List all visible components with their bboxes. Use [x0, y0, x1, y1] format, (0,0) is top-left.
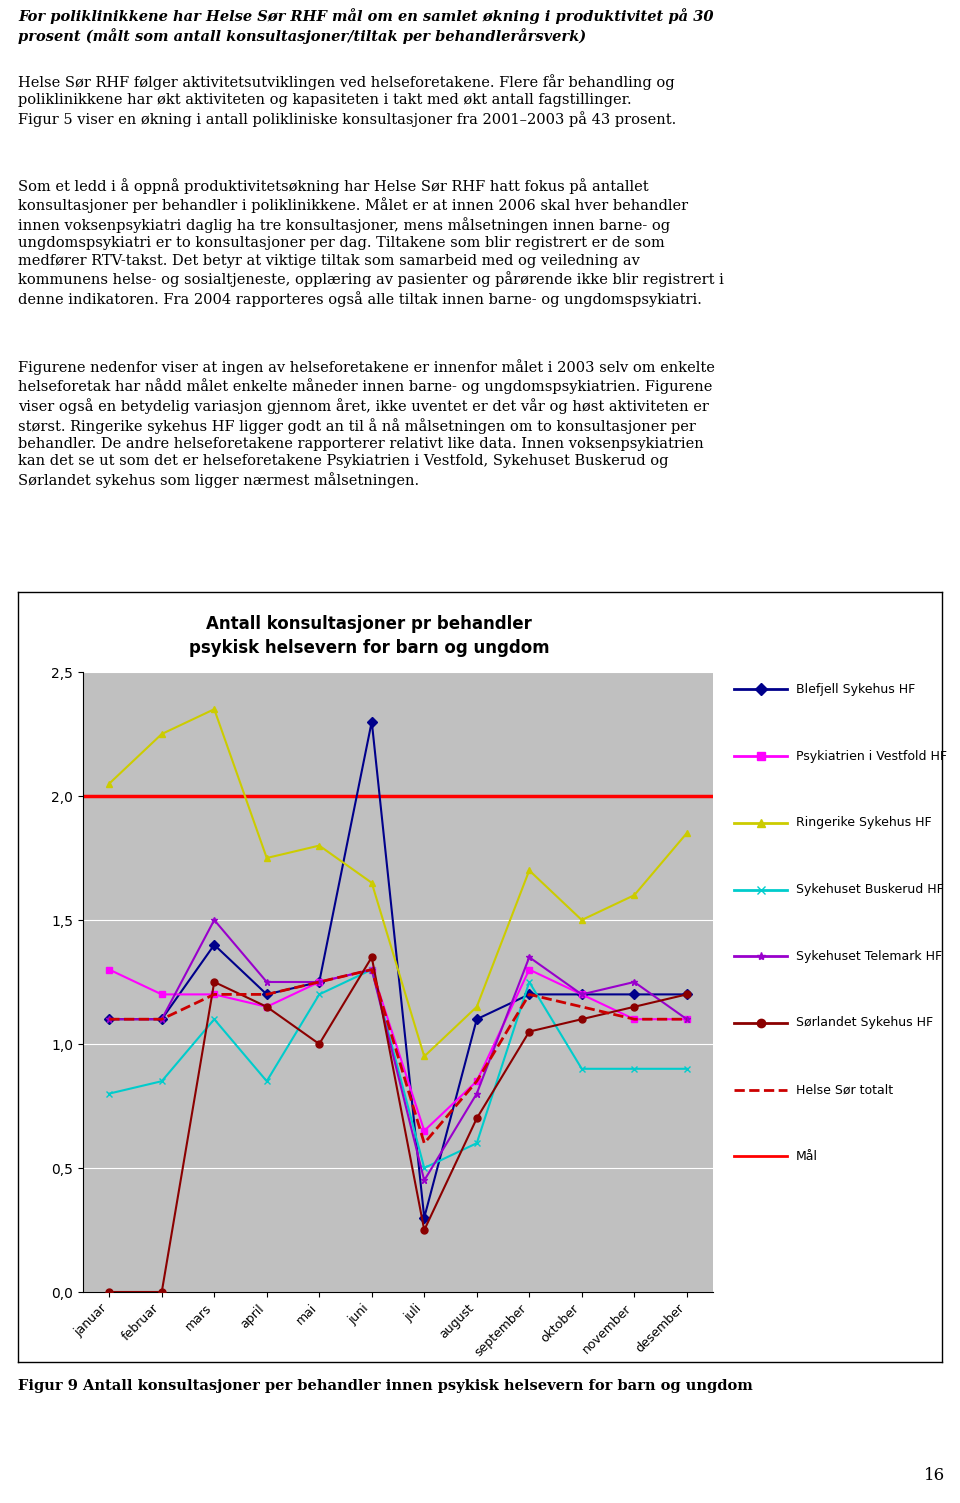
Text: Sykehuset Telemark HF: Sykehuset Telemark HF	[796, 950, 942, 963]
Text: Figur 9 Antall konsultasjoner per behandler innen psykisk helsevern for barn og : Figur 9 Antall konsultasjoner per behand…	[18, 1378, 753, 1393]
Text: Som et ledd i å oppnå produktivitetsøkning har Helse Sør RHF hatt fokus på antal: Som et ledd i å oppnå produktivitetsøkni…	[18, 177, 724, 307]
Text: For poliklinikkene har Helse Sør RHF mål om en samlet økning i produktivitet på : For poliklinikkene har Helse Sør RHF mål…	[18, 8, 713, 44]
Text: Sørlandet Sykehus HF: Sørlandet Sykehus HF	[796, 1016, 933, 1030]
Text: Mål: Mål	[796, 1150, 818, 1163]
Text: Figurene nedenfor viser at ingen av helseforetakene er innenfor målet i 2003 sel: Figurene nedenfor viser at ingen av hels…	[18, 359, 715, 488]
Text: Helse Sør totalt: Helse Sør totalt	[796, 1084, 893, 1096]
Text: Blefjell Sykehus HF: Blefjell Sykehus HF	[796, 682, 915, 696]
Text: Sykehuset Buskerud HF: Sykehuset Buskerud HF	[796, 882, 944, 896]
Text: Antall konsultasjoner pr behandler
psykisk helsevern for barn og ungdom: Antall konsultasjoner pr behandler psyki…	[189, 615, 549, 657]
Text: Helse Sør RHF følger aktivitetsutviklingen ved helseforetakene. Flere får behand: Helse Sør RHF følger aktivitetsutvikling…	[18, 74, 676, 128]
Text: Psykiatrien i Vestfold HF: Psykiatrien i Vestfold HF	[796, 750, 947, 762]
Text: 16: 16	[924, 1467, 945, 1485]
Text: Ringerike Sykehus HF: Ringerike Sykehus HF	[796, 816, 931, 830]
